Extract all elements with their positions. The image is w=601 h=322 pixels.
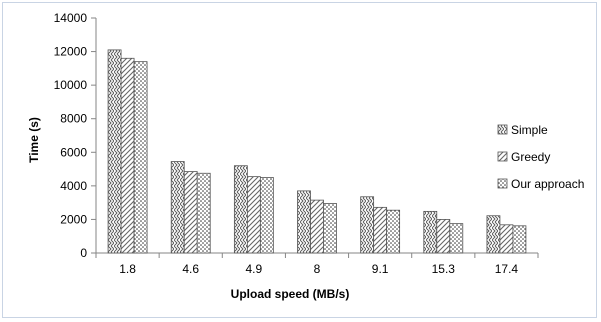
bar-simple-15.3: [423, 210, 438, 254]
x-tick-group: 1.8 4.6 4.9 8 9.1 15.3 17.4: [95, 253, 539, 276]
x-tick-label: 15.3: [432, 262, 456, 276]
bar-greedy-4.9: [246, 176, 261, 254]
y-tick-label: 12000: [54, 45, 88, 59]
x-tick-label: 17.4: [495, 262, 519, 276]
bar-simple-8: [297, 190, 311, 254]
bar-greedy-1.8: [120, 57, 135, 254]
bar-our-approach-4.9: [259, 177, 274, 254]
y-tick-label: 8000: [60, 112, 87, 126]
bar-greedy-9.1: [373, 206, 388, 254]
x-tick-label: 4.9: [246, 262, 263, 276]
bar-our-approach-4.6: [196, 172, 211, 254]
bar-greedy-15.3: [436, 219, 451, 254]
bar-simple-17.4: [486, 215, 501, 254]
x-tick-label: 8: [314, 262, 321, 276]
y-tick-label: 2000: [60, 212, 87, 226]
y-tick-label: 4000: [60, 179, 87, 193]
bar-simple-4.9: [233, 165, 248, 254]
y-tick-label: 14000: [54, 11, 88, 25]
bar-our-approach-9.1: [386, 209, 401, 254]
bar-our-approach-15.3: [449, 223, 464, 254]
x-tick-label: 1.8: [119, 262, 136, 276]
bar-simple-9.1: [360, 196, 375, 254]
bar-our-approach-8: [323, 203, 337, 254]
y-tick-label: 10000: [54, 78, 88, 92]
y-axis: 0 2000 4000 6000 8000 10000 12000 14000: [54, 11, 97, 260]
bar-our-approach-17.4: [512, 225, 527, 254]
y-tick-label: 6000: [60, 145, 87, 159]
y-tick-group: 0 2000 4000 6000 8000 10000 12000 14000: [54, 11, 96, 260]
bar-simple-4.6: [170, 161, 185, 254]
x-tick-label: 9.1: [372, 262, 389, 276]
legend-swatch-simple: [497, 124, 508, 135]
legend: Simple Greedy Our approach: [497, 123, 584, 191]
legend-label-simple: Simple: [511, 123, 548, 137]
legend-swatch-greedy: [497, 151, 508, 162]
bar-simple-1.8: [107, 49, 122, 254]
x-axis-title: Upload speed (MB/s): [231, 287, 350, 301]
y-axis-title: Time (s): [27, 117, 41, 163]
bar-greedy-17.4: [499, 224, 514, 254]
x-tick-label: 4.6: [182, 262, 199, 276]
legend-swatch-our-approach: [497, 178, 508, 189]
bars-group: [107, 49, 527, 254]
bar-our-approach-1.8: [133, 61, 148, 254]
bar-greedy-8: [310, 199, 324, 254]
x-axis: 1.8 4.6 4.9 8 9.1 15.3 17.4: [95, 252, 539, 276]
bar-greedy-4.6: [183, 171, 198, 254]
y-tick-label: 0: [80, 246, 87, 260]
legend-label-our-approach: Our approach: [511, 177, 584, 191]
legend-label-greedy: Greedy: [511, 150, 550, 164]
